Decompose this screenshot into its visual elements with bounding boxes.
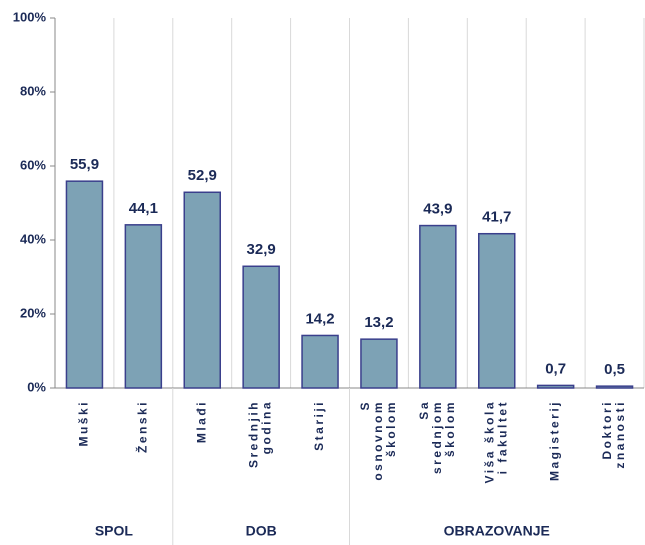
bar — [65, 180, 104, 389]
x-tick-label-line: Doktori — [600, 400, 614, 460]
x-tick-label-line: osnovnom — [371, 400, 385, 481]
x-tick-label-line: Magisterij — [548, 400, 562, 481]
x-tick-label-line: Muški — [77, 400, 91, 447]
x-tick-label-group: Mlađi — [194, 400, 208, 443]
data-label: 13,2 — [364, 314, 393, 331]
y-tick-label: 60% — [20, 157, 46, 172]
bar — [419, 224, 457, 389]
data-label: 41,7 — [482, 209, 511, 226]
y-tick-label: 80% — [20, 83, 46, 98]
x-tick-label-line: znanosti — [613, 400, 627, 469]
x-tick-label-group: Doktoriznanosti — [600, 400, 627, 469]
x-tick-label-line: srednjom — [430, 400, 444, 474]
x-tick-label: Ženski — [135, 400, 150, 453]
bar — [536, 384, 575, 389]
group-label: OBRAZOVANJE — [444, 523, 550, 539]
x-tick-label: Viša školai fakultet — [482, 400, 509, 484]
data-label: 44,1 — [129, 200, 158, 217]
x-tick-label-line: i fakultet — [495, 400, 509, 474]
x-tick-label-group: Viša školai fakultet — [482, 400, 509, 484]
x-tick-label-line: Sa — [417, 400, 431, 420]
group-label: DOB — [246, 523, 277, 539]
x-tick-label-group: Srednjihgodina — [247, 400, 274, 468]
bar — [124, 224, 163, 389]
x-tick-label: Mlađi — [194, 400, 208, 443]
data-label: 52,9 — [188, 167, 217, 184]
x-tick-label-line: Srednjih — [247, 400, 261, 468]
x-tick-label: Sosnovnomškolom — [358, 400, 398, 481]
x-tick-label-line: Mlađi — [194, 400, 208, 443]
x-tick-label-line: godina — [260, 400, 274, 454]
x-tick-label-line: Ženski — [135, 400, 150, 453]
y-tick-label: 100% — [13, 9, 47, 24]
data-label: 43,9 — [423, 201, 452, 218]
y-tick-label: 0% — [27, 379, 46, 394]
bar — [478, 232, 516, 389]
x-tick-label-line: Stariji — [312, 400, 326, 451]
data-label: 32,9 — [247, 241, 276, 258]
x-tick-label-line: školom — [384, 400, 398, 457]
x-tick-label: Muški — [77, 400, 91, 447]
y-tick-label: 40% — [20, 231, 46, 246]
data-label: 55,9 — [70, 156, 99, 173]
x-tick-label: Doktoriznanosti — [600, 400, 627, 469]
x-tick-label-group: Ženski — [135, 400, 150, 453]
x-tick-label-line: S — [358, 400, 372, 411]
x-tick-label: Sasrednjomškolom — [417, 400, 457, 474]
x-tick-label: Stariji — [312, 400, 326, 451]
data-label: 0,5 — [604, 361, 625, 378]
data-label: 14,2 — [305, 310, 334, 327]
bar — [360, 338, 398, 389]
x-tick-label-group: Sosnovnomškolom — [358, 400, 398, 481]
y-tick-label: 20% — [20, 305, 46, 320]
x-tick-label: Magisterij — [548, 400, 562, 481]
data-label: 0,7 — [545, 360, 566, 377]
x-tick-label-line: Viša škola — [482, 400, 496, 484]
x-tick-label: Srednjihgodina — [247, 400, 274, 468]
x-tick-label-group: Muški — [77, 400, 91, 447]
bar — [242, 265, 280, 389]
bar — [183, 191, 221, 389]
x-tick-label-line: školom — [443, 400, 457, 457]
group-label: SPOL — [95, 523, 134, 539]
x-tick-label-group: Stariji — [312, 400, 326, 451]
bar — [595, 385, 634, 389]
x-tick-label-group: Sasrednjomškolom — [417, 400, 457, 474]
bar — [301, 334, 339, 389]
x-tick-label-group: Magisterij — [548, 400, 562, 481]
